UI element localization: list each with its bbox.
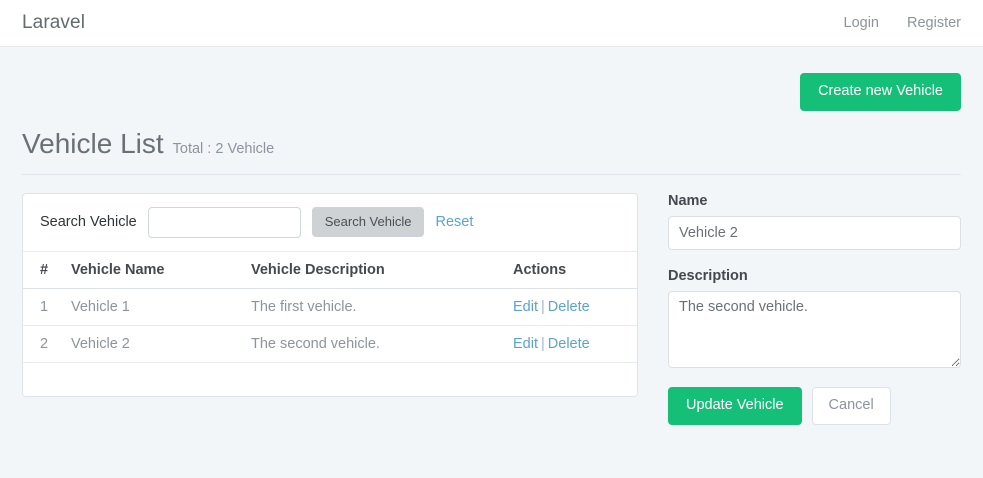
- row-vehicle-description: The second vehicle.: [243, 325, 513, 363]
- edit-link[interactable]: Edit: [513, 335, 538, 352]
- vehicle-form-column: Name Description The second vehicle. Upd…: [668, 193, 961, 425]
- create-new-vehicle-button[interactable]: Create new Vehicle: [800, 73, 961, 111]
- vehicle-table-body: 1 Vehicle 1 The first vehicle. Edit | Dele…: [23, 288, 637, 363]
- description-field-label: Description: [668, 267, 748, 284]
- row-vehicle-description: The first vehicle.: [243, 288, 513, 326]
- table-header-row: # Vehicle Name Vehicle Description Actio…: [23, 251, 637, 289]
- row-index: 1: [23, 288, 63, 326]
- page-container: Create new Vehicle Vehicle List Total : …: [0, 47, 983, 425]
- edit-link[interactable]: Edit: [513, 298, 538, 315]
- name-field-label: Name: [668, 192, 708, 209]
- page-subtitle-total: Total : 2 Vehicle: [172, 140, 275, 157]
- cancel-button[interactable]: Cancel: [811, 386, 891, 425]
- search-toolbar: Search Vehicle Search Vehicle Reset: [23, 194, 637, 252]
- nav-link-login[interactable]: Login: [843, 15, 879, 31]
- vehicle-list-column: Search Vehicle Search Vehicle Reset # Ve…: [22, 192, 638, 425]
- table-row[interactable]: 2 Vehicle 2 The second vehicle. Edit | Del…: [23, 325, 637, 363]
- delete-link[interactable]: Delete: [547, 298, 590, 315]
- vehicle-table-head: # Vehicle Name Vehicle Description Actio…: [23, 251, 637, 289]
- page-title: Vehicle List: [22, 127, 164, 159]
- form-action-buttons: Update Vehicle Cancel: [668, 386, 961, 425]
- row-vehicle-name: Vehicle 2: [63, 325, 243, 363]
- main-content: Search Vehicle Search Vehicle Reset # Ve…: [22, 192, 961, 425]
- column-header-vehicle-name: Vehicle Name: [63, 251, 243, 289]
- table-row[interactable]: 1 Vehicle 1 The first vehicle. Edit | Dele…: [23, 288, 637, 326]
- row-vehicle-name: Vehicle 1: [63, 288, 243, 326]
- row-actions: Edit | Delete: [513, 288, 637, 326]
- search-input[interactable]: [147, 206, 301, 238]
- delete-link[interactable]: Delete: [547, 335, 590, 352]
- update-vehicle-button[interactable]: Update Vehicle: [668, 386, 802, 425]
- page-title-row: Vehicle List Total : 2 Vehicle: [22, 127, 961, 160]
- vehicle-edit-form: Name Description The second vehicle. Upd…: [668, 193, 961, 425]
- search-reset-link[interactable]: Reset: [435, 214, 474, 231]
- description-textarea[interactable]: The second vehicle.: [668, 290, 961, 368]
- column-header-actions: Actions: [513, 251, 637, 289]
- vehicle-list-card: Search Vehicle Search Vehicle Reset # Ve…: [22, 192, 638, 397]
- action-separator: |: [541, 298, 545, 315]
- action-separator: |: [541, 335, 545, 352]
- row-actions: Edit | Delete: [513, 325, 637, 363]
- nav-link-register[interactable]: Register: [907, 15, 961, 31]
- column-header-index: #: [23, 251, 63, 289]
- vehicle-table: # Vehicle Name Vehicle Description Actio…: [23, 251, 637, 363]
- name-input[interactable]: [668, 215, 961, 250]
- title-divider: [22, 173, 961, 175]
- vehicle-list-card-footer: [23, 362, 637, 396]
- navbar: Laravel Login Register: [0, 0, 983, 47]
- search-submit-button[interactable]: Search Vehicle: [311, 207, 425, 238]
- navbar-brand[interactable]: Laravel: [22, 12, 86, 33]
- create-button-row: Create new Vehicle: [22, 47, 961, 111]
- row-index: 2: [23, 325, 63, 363]
- search-label: Search Vehicle: [40, 214, 137, 231]
- navbar-links: Login Register: [844, 15, 961, 31]
- column-header-vehicle-description: Vehicle Description: [243, 251, 513, 289]
